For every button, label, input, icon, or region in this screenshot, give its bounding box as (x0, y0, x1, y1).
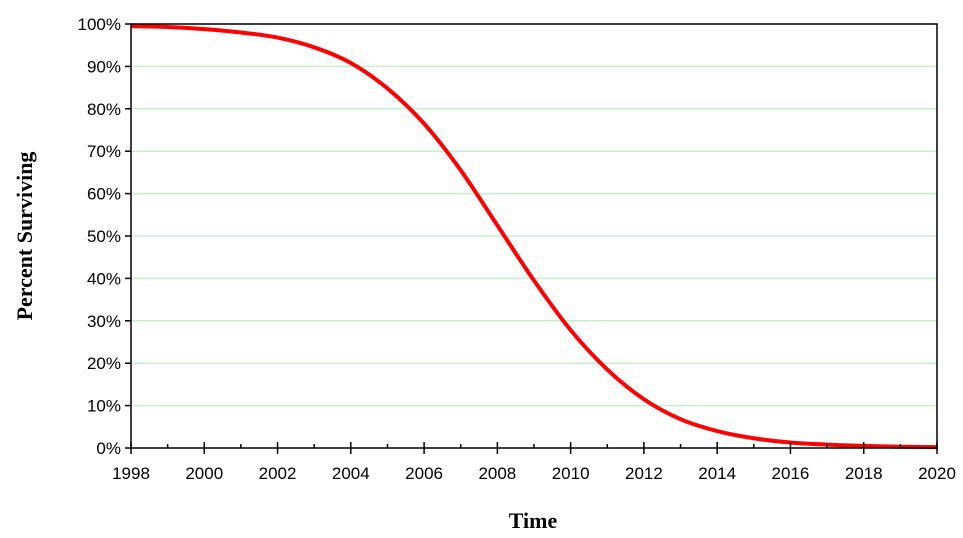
y-tick-labels: 0% 10% 20% 30% 40% 50% 60% 70% 80% 90% 100% (78, 15, 121, 458)
x-tick-label: 2006 (405, 464, 443, 483)
x-tick-label: 2010 (552, 464, 590, 483)
y-tick-label: 70% (87, 142, 121, 161)
y-tick-label: 0% (96, 439, 121, 458)
series-group (130, 24, 938, 450)
y-tick-label: 100% (78, 15, 121, 34)
y-tick-label: 10% (87, 397, 121, 416)
x-tick-label: 2014 (698, 464, 736, 483)
x-tick-label: 2004 (332, 464, 370, 483)
x-tick-label: 2008 (478, 464, 516, 483)
y-tick-label: 80% (87, 100, 121, 119)
x-axis-title: Time (509, 508, 558, 533)
x-tick-label: 2002 (259, 464, 297, 483)
plot-area-border (130, 23, 938, 449)
y-tick-label: 50% (87, 227, 121, 246)
x-tick-label: 2018 (845, 464, 883, 483)
x-tick-label: 2020 (918, 464, 956, 483)
y-tick-label: 30% (87, 312, 121, 331)
y-tick-label: 60% (87, 185, 121, 204)
y-tick-label: 20% (87, 354, 121, 373)
x-tick-label: 2016 (772, 464, 810, 483)
axes (125, 23, 938, 454)
y-axis-title: Percent Surviving (12, 152, 37, 321)
gridlines (131, 23, 937, 407)
x-tick-label: 2012 (625, 464, 663, 483)
x-tick-label: 2000 (185, 464, 223, 483)
survival-curve-line (130, 24, 938, 450)
x-tick-label: 1998 (112, 464, 150, 483)
y-tick-label: 90% (87, 57, 121, 76)
x-tick-labels: 1998 2000 2002 2004 2006 2008 2010 2012 2014 2016… (112, 464, 956, 483)
y-tick-label: 40% (87, 269, 121, 288)
